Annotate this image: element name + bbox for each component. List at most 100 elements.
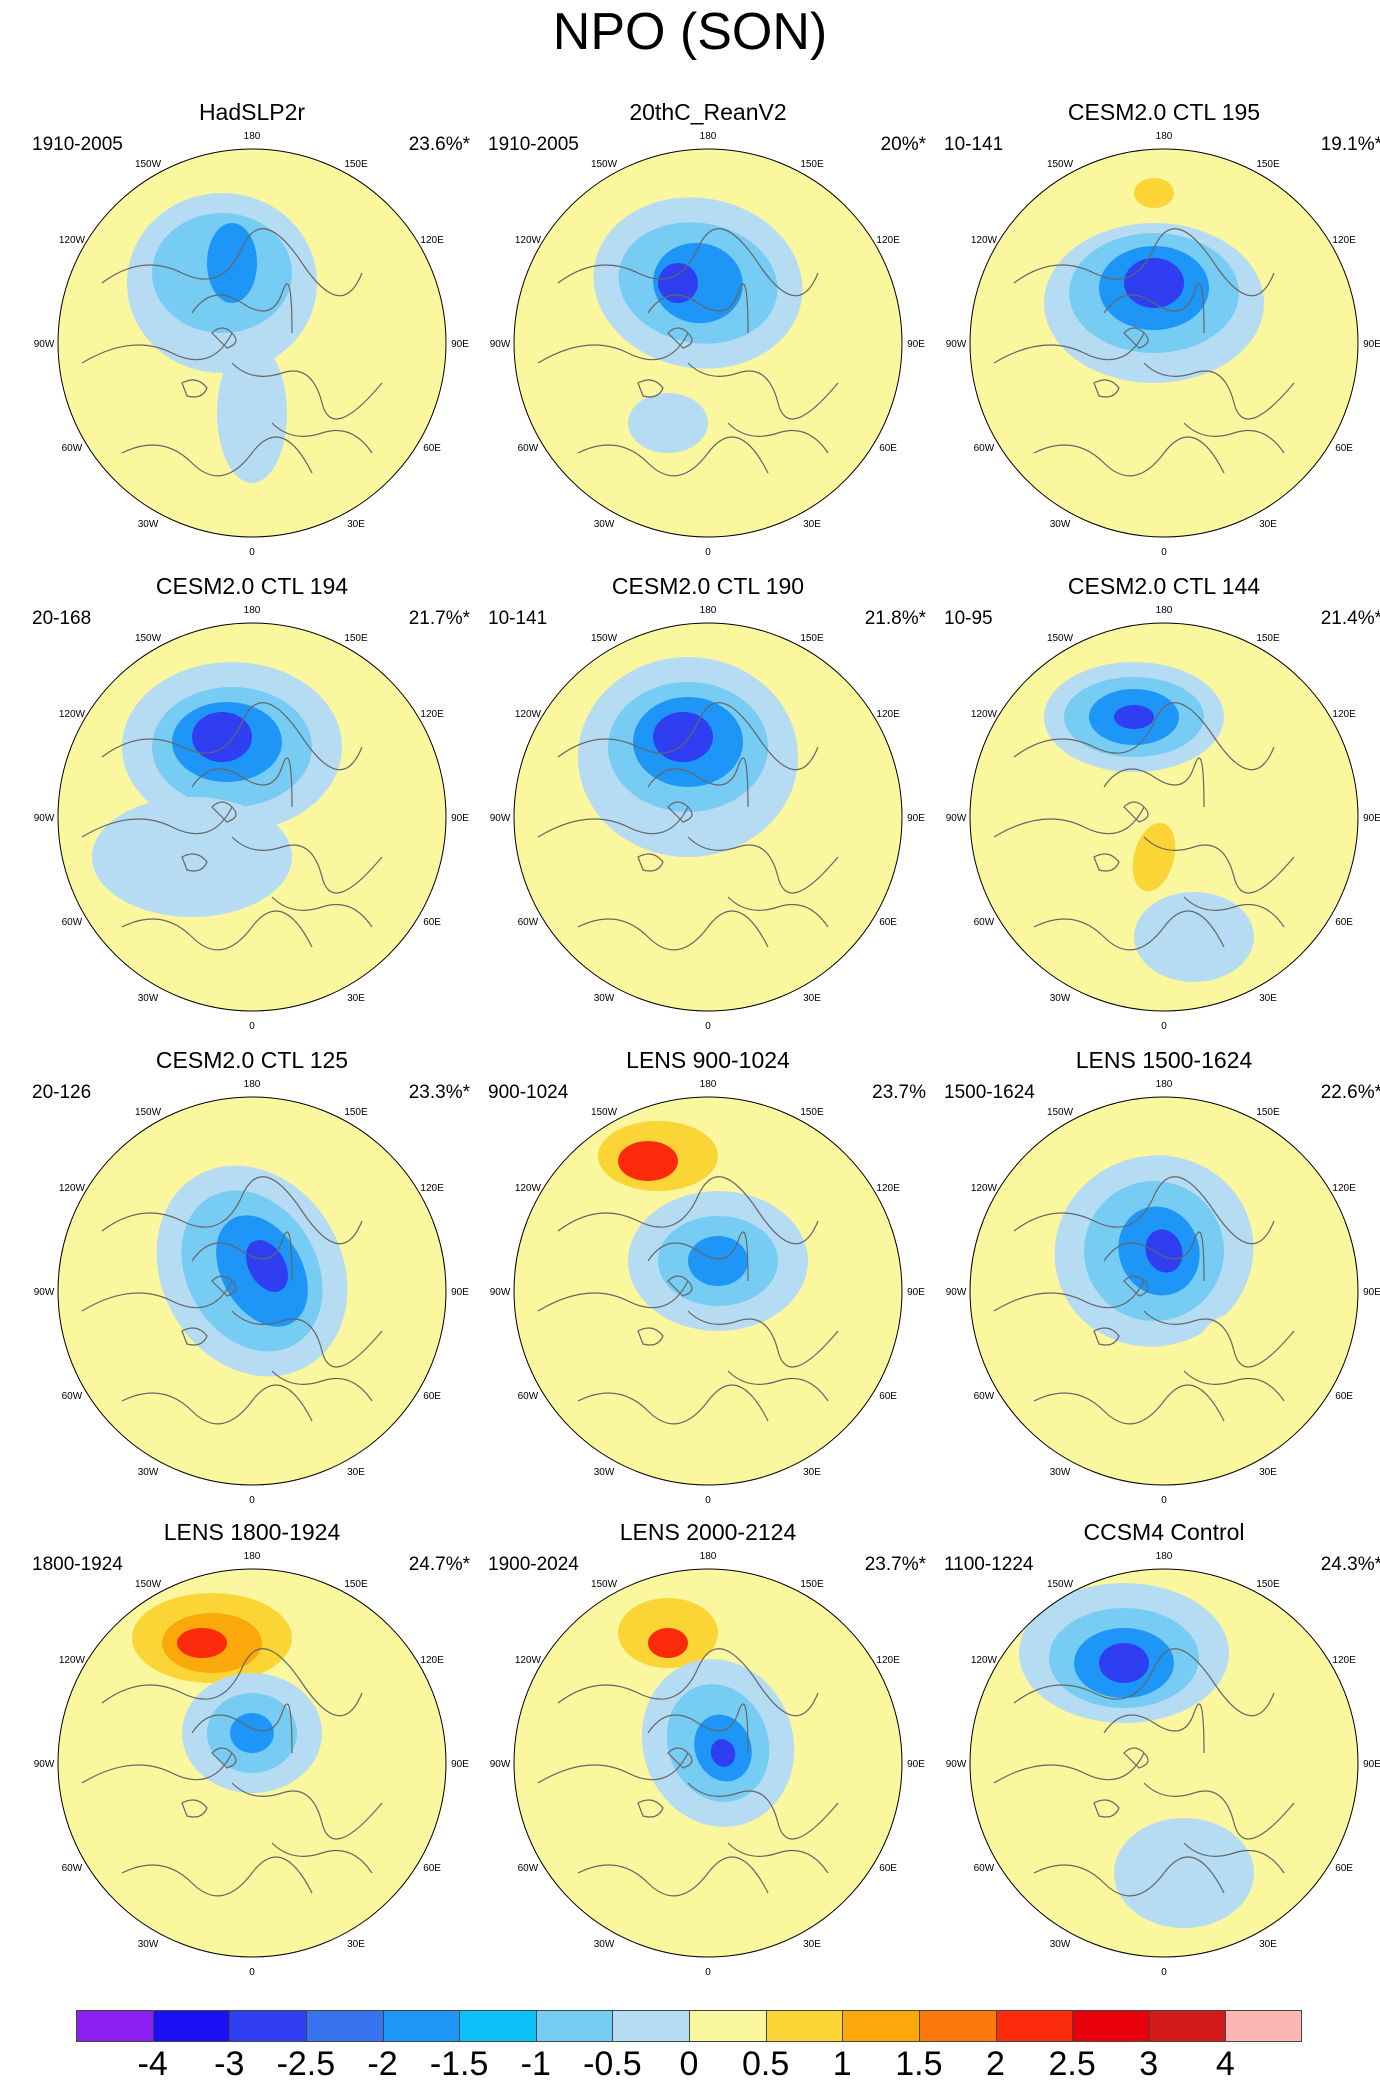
longitude-label: 60E	[423, 443, 441, 454]
polar-map: 180 150E 120E 90E 60E 30E 0 30W 60W 90W 120W 150W	[934, 572, 1380, 1042]
longitude-label: 120W	[971, 1655, 998, 1666]
colorbar-tick-label: -0.5	[583, 2044, 642, 2084]
longitude-label: 180	[244, 1551, 261, 1562]
longitude-label: 0	[705, 1967, 711, 1978]
positive-anomaly	[648, 1628, 688, 1658]
longitude-label: 120W	[515, 1183, 542, 1194]
map-panel: LENS 1800-1924 1800-1924 24.7%* 180 150E 120E…	[22, 1518, 482, 1988]
longitude-label: 90E	[1363, 1759, 1380, 1770]
longitude-label: 30W	[138, 993, 159, 1004]
colorbar-tick-label: 1.5	[895, 2044, 942, 2084]
colorbar-tick-label: -3	[214, 2044, 244, 2084]
longitude-label: 150W	[591, 159, 618, 170]
colorbar-swatch	[1149, 2010, 1226, 2042]
longitude-label: 30E	[1259, 519, 1277, 530]
colorbar-tick-label: -4	[138, 2044, 168, 2084]
longitude-label: 30E	[803, 1939, 821, 1950]
longitude-label: 180	[244, 1079, 261, 1090]
colorbar-tick-label: -2	[367, 2044, 397, 2084]
longitude-label: 90E	[1363, 813, 1380, 824]
longitude-label: 180	[244, 605, 261, 616]
longitude-label: 90E	[451, 1287, 469, 1298]
positive-anomaly	[1164, 1723, 1224, 1783]
longitude-label: 0	[249, 1021, 255, 1032]
longitude-label: 60E	[879, 917, 897, 928]
figure-title: NPO (SON)	[0, 0, 1380, 64]
colorbar-tick-label: -2.5	[277, 2044, 336, 2084]
longitude-label: 120W	[59, 1183, 86, 1194]
longitude-label: 30E	[803, 1467, 821, 1478]
longitude-label: 120E	[876, 1183, 900, 1194]
longitude-label: 0	[249, 1967, 255, 1978]
longitude-label: 120W	[59, 1655, 86, 1666]
longitude-label: 150E	[344, 1579, 368, 1590]
longitude-label: 150E	[344, 633, 368, 644]
longitude-label: 90E	[1363, 1287, 1380, 1298]
colorbar-swatch	[536, 2010, 613, 2042]
colorbar-swatch	[229, 2010, 306, 2042]
longitude-label: 150W	[1047, 159, 1074, 170]
longitude-label: 150W	[1047, 1579, 1074, 1590]
longitude-label: 120E	[420, 1183, 444, 1194]
longitude-label: 90E	[907, 339, 925, 350]
longitude-label: 60E	[879, 1863, 897, 1874]
longitude-label: 30W	[594, 1467, 615, 1478]
colorbar-tick-label: -1.5	[430, 2044, 489, 2084]
longitude-label: 60E	[879, 443, 897, 454]
longitude-label: 150E	[1256, 1107, 1280, 1118]
negative-anomaly	[1134, 892, 1254, 982]
longitude-label: 120E	[876, 235, 900, 246]
longitude-label: 120W	[515, 235, 542, 246]
longitude-label: 60E	[879, 1391, 897, 1402]
polar-map: 180 150E 120E 90E 60E 30E 0 30W 60W 90W 120W 150W	[478, 98, 938, 568]
longitude-label: 0	[705, 1021, 711, 1032]
colorbar-swatch	[996, 2010, 1073, 2042]
longitude-label: 90W	[490, 813, 511, 824]
negative-anomaly	[1124, 258, 1184, 308]
colorbar-tick-label: -1	[521, 2044, 551, 2084]
longitude-label: 60E	[1335, 917, 1353, 928]
longitude-label: 60E	[1335, 1391, 1353, 1402]
longitude-label: 30W	[594, 993, 615, 1004]
longitude-label: 60W	[62, 1391, 83, 1402]
longitude-label: 120E	[1332, 709, 1356, 720]
longitude-label: 150W	[1047, 1107, 1074, 1118]
longitude-label: 150E	[800, 633, 824, 644]
longitude-label: 30W	[138, 519, 159, 530]
longitude-label: 150W	[135, 1579, 162, 1590]
negative-anomaly	[628, 393, 708, 453]
longitude-label: 60W	[974, 917, 995, 928]
longitude-label: 60E	[423, 1863, 441, 1874]
longitude-label: 120E	[876, 709, 900, 720]
colorbar-swatch	[842, 2010, 919, 2042]
colorbar-tick-label: 4	[1216, 2044, 1235, 2084]
colorbar-tick-label: 3	[1139, 2044, 1158, 2084]
longitude-label: 150E	[1256, 159, 1280, 170]
map-panel: CESM2.0 CTL 195 10-141 19.1%* 180 150E 120E 90…	[934, 98, 1380, 568]
longitude-label: 30W	[1050, 519, 1071, 530]
longitude-label: 60E	[423, 917, 441, 928]
longitude-label: 60W	[974, 1391, 995, 1402]
colorbar-tick-label: 0.5	[742, 2044, 789, 2084]
longitude-label: 120W	[971, 235, 998, 246]
longitude-label: 30E	[1259, 993, 1277, 1004]
longitude-label: 120E	[876, 1655, 900, 1666]
longitude-label: 120W	[59, 235, 86, 246]
longitude-label: 150E	[800, 1107, 824, 1118]
longitude-label: 180	[1156, 605, 1173, 616]
colorbar-swatch	[383, 2010, 460, 2042]
longitude-label: 90W	[34, 1759, 55, 1770]
longitude-label: 150W	[1047, 633, 1074, 644]
longitude-label: 120W	[971, 709, 998, 720]
negative-anomaly	[230, 1713, 274, 1753]
longitude-label: 120W	[971, 1183, 998, 1194]
colorbar-swatch	[612, 2010, 689, 2042]
longitude-label: 30E	[803, 519, 821, 530]
polar-map: 180 150E 120E 90E 60E 30E 0 30W 60W 90W 120W 150W	[478, 1518, 938, 1988]
longitude-label: 60E	[1335, 443, 1353, 454]
positive-anomaly	[232, 1843, 292, 1923]
polar-map: 180 150E 120E 90E 60E 30E 0 30W 60W 90W 120W 150W	[934, 1518, 1380, 1988]
negative-anomaly	[1114, 705, 1154, 729]
colorbar-tick-label: 1	[833, 2044, 852, 2084]
longitude-label: 60W	[518, 1863, 539, 1874]
